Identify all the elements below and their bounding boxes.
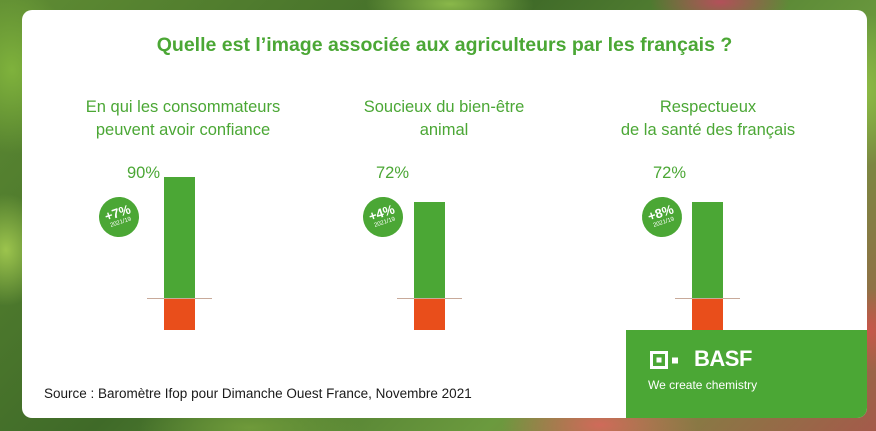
panel-3-baseline xyxy=(675,298,740,299)
panel-3-change-badge: +8% 2021/19 xyxy=(636,191,688,243)
panel-2-bar-positive xyxy=(414,201,445,298)
panel-2-baseline xyxy=(397,298,462,299)
panel-1-title: En qui les consommateurs peuvent avoir c… xyxy=(58,96,308,142)
panel-1-change-badge: +7% 2021/19 xyxy=(93,191,145,243)
basf-tagline: We create chemistry xyxy=(648,378,758,392)
panel-3-title-line-1: Respectueux xyxy=(659,98,757,116)
panel-1-baseline xyxy=(147,298,212,299)
panel-2-bar-negative xyxy=(414,298,445,330)
panel-3-bar-positive xyxy=(692,201,723,298)
panel-1-title-line-2: peuvent avoir confiance xyxy=(95,121,271,139)
panel-1-value-label: 90% xyxy=(126,164,160,182)
panel-2-title: Soucieux du bien-être animal xyxy=(324,96,564,142)
panel-3-value-label: 72% xyxy=(652,164,686,182)
panel-3-title: Respectueux de la santé des français xyxy=(588,96,828,142)
panel-1-bar-negative xyxy=(164,298,195,330)
panel-3-bar-negative xyxy=(692,298,723,330)
panel-2-change-badge: +4% 2021/19 xyxy=(357,191,409,243)
panel-2-value-label: 72% xyxy=(375,164,409,182)
panel-3-title-line-2: de la santé des français xyxy=(620,121,796,139)
panel-1-title-line-1: En qui les consommateurs xyxy=(85,98,281,116)
panel-2-title-line-1: Soucieux du bien-être xyxy=(363,98,525,116)
source-note: Source : Baromètre Ifop pour Dimanche Ou… xyxy=(44,386,472,401)
basf-logo: BASF We create chemistry xyxy=(626,330,867,418)
basf-logo-text: BASF xyxy=(694,346,752,371)
panel-1-bar-positive xyxy=(164,177,195,298)
basf-mark-icon xyxy=(650,351,678,369)
chart-title: Quelle est l’image associée aux agricult… xyxy=(156,34,733,56)
panel-2-title-line-2: animal xyxy=(419,121,469,139)
infographic-card: Quelle est l’image associée aux agricult… xyxy=(22,10,867,418)
